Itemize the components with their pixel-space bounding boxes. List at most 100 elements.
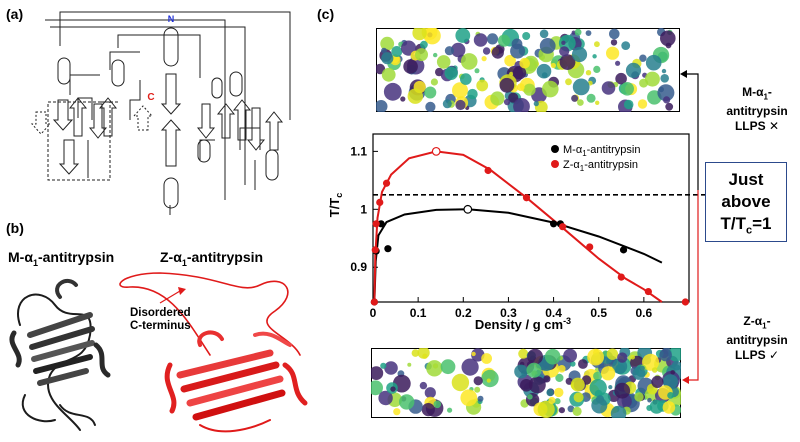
protein-cluster	[587, 348, 604, 366]
protein-cluster	[411, 349, 420, 357]
protein-cluster	[383, 82, 402, 101]
protein-cluster	[585, 70, 592, 76]
protein-cluster	[455, 99, 466, 111]
protein-cluster	[668, 348, 681, 362]
protein-cluster	[548, 396, 556, 405]
protein-cluster	[565, 78, 572, 86]
x-tick-label: 0.5	[590, 306, 607, 320]
protein-cluster	[477, 395, 484, 402]
protein-cluster	[415, 48, 428, 62]
data-point	[376, 198, 384, 206]
protein-cluster	[591, 397, 608, 414]
protein-cluster	[371, 366, 384, 380]
legend-marker-m	[551, 145, 559, 153]
protein-cluster	[637, 99, 648, 109]
protein-cluster	[554, 387, 564, 398]
protein-cluster	[634, 392, 644, 402]
protein-cluster	[617, 352, 628, 363]
simulation-snapshot-homogeneous	[376, 28, 680, 112]
protein-cluster	[661, 68, 667, 74]
protein-cluster	[504, 54, 516, 67]
protein-cluster	[497, 34, 511, 47]
series-line-0	[373, 208, 663, 303]
data-point	[371, 246, 379, 254]
series-line-1	[373, 150, 663, 303]
protein-cluster	[539, 38, 556, 54]
x-tick-label: 0.6	[636, 306, 653, 320]
panel-c-label: (c)	[317, 6, 335, 22]
x-tick-label: 0.3	[500, 306, 517, 320]
protein-cluster	[473, 376, 483, 386]
protein-cluster	[570, 377, 585, 392]
protein-cluster	[589, 379, 607, 397]
protein-cluster	[578, 359, 588, 369]
data-point	[644, 287, 652, 296]
protein-cluster	[573, 392, 584, 403]
data-point	[372, 220, 380, 228]
data-point	[586, 243, 594, 251]
protein-cluster	[658, 86, 664, 93]
protein-cluster	[659, 348, 672, 362]
protein-cluster	[518, 348, 529, 359]
protein-cluster	[426, 360, 443, 377]
protein-cluster	[639, 78, 649, 88]
protein-cluster	[519, 57, 530, 69]
protein-cluster	[615, 72, 627, 85]
protein-cluster	[667, 392, 674, 399]
x-tick-label: 0	[370, 306, 377, 320]
protein-cluster	[610, 405, 627, 418]
x-tick-label: 0.2	[455, 306, 472, 320]
protein-cluster	[508, 92, 519, 103]
protein-cluster	[384, 361, 398, 375]
protein-cluster	[513, 98, 530, 112]
protein-cluster	[433, 52, 438, 58]
protein-cluster	[516, 83, 525, 91]
m-protein-title: M-α1-antitrypsin	[8, 249, 115, 268]
m-protein-structure	[9, 278, 111, 431]
x-tick-label: 0.1	[410, 306, 427, 320]
protein-cluster	[630, 354, 635, 360]
protein-cluster	[555, 373, 564, 382]
protein-cluster	[586, 93, 596, 103]
protein-cluster	[442, 99, 452, 109]
protein-cluster	[559, 46, 570, 57]
data-point	[549, 220, 558, 228]
protein-cluster	[561, 40, 566, 45]
y-tick-label: 1	[360, 202, 367, 216]
data-point	[484, 166, 492, 175]
protein-cluster	[467, 88, 478, 100]
protein-cluster	[481, 353, 492, 364]
protein-cluster	[476, 79, 489, 92]
protein-cluster	[546, 388, 554, 397]
protein-cluster	[558, 407, 565, 414]
protein-cluster	[412, 28, 427, 41]
protein-cluster	[533, 101, 539, 107]
protein-cluster	[381, 52, 394, 65]
protein-cluster	[539, 29, 549, 39]
protein-cluster	[440, 359, 456, 375]
protein-cluster	[572, 406, 582, 416]
protein-cluster	[537, 400, 555, 418]
panel-b: (b) M-α1-antitrypsin Z-α1-antitrypsin	[0, 215, 330, 442]
protein-cluster	[471, 351, 476, 357]
protein-cluster	[544, 348, 561, 365]
protein-cluster	[601, 81, 616, 95]
protein-cluster	[645, 54, 662, 71]
protein-cluster	[481, 56, 487, 62]
protein-cluster	[474, 386, 481, 393]
y-tick-label: 1.1	[350, 144, 367, 158]
protein-cluster	[444, 46, 454, 56]
protein-cluster	[570, 361, 576, 367]
data-point	[522, 194, 531, 202]
protein-cluster	[430, 78, 438, 86]
disordered-annotation: Disordered C-terminus	[130, 307, 191, 332]
protein-cluster	[399, 394, 415, 410]
m-llps-note: M-α1- antitrypsin LLPS ✕	[726, 85, 788, 134]
protein-cluster	[451, 373, 470, 392]
protein-cluster	[646, 405, 653, 411]
data-point	[619, 246, 628, 254]
protein-cluster	[378, 390, 393, 406]
protein-cluster	[542, 80, 559, 98]
x-axis-label: Density / g cm-3	[475, 316, 571, 332]
panel-b-label: (b)	[6, 220, 24, 236]
